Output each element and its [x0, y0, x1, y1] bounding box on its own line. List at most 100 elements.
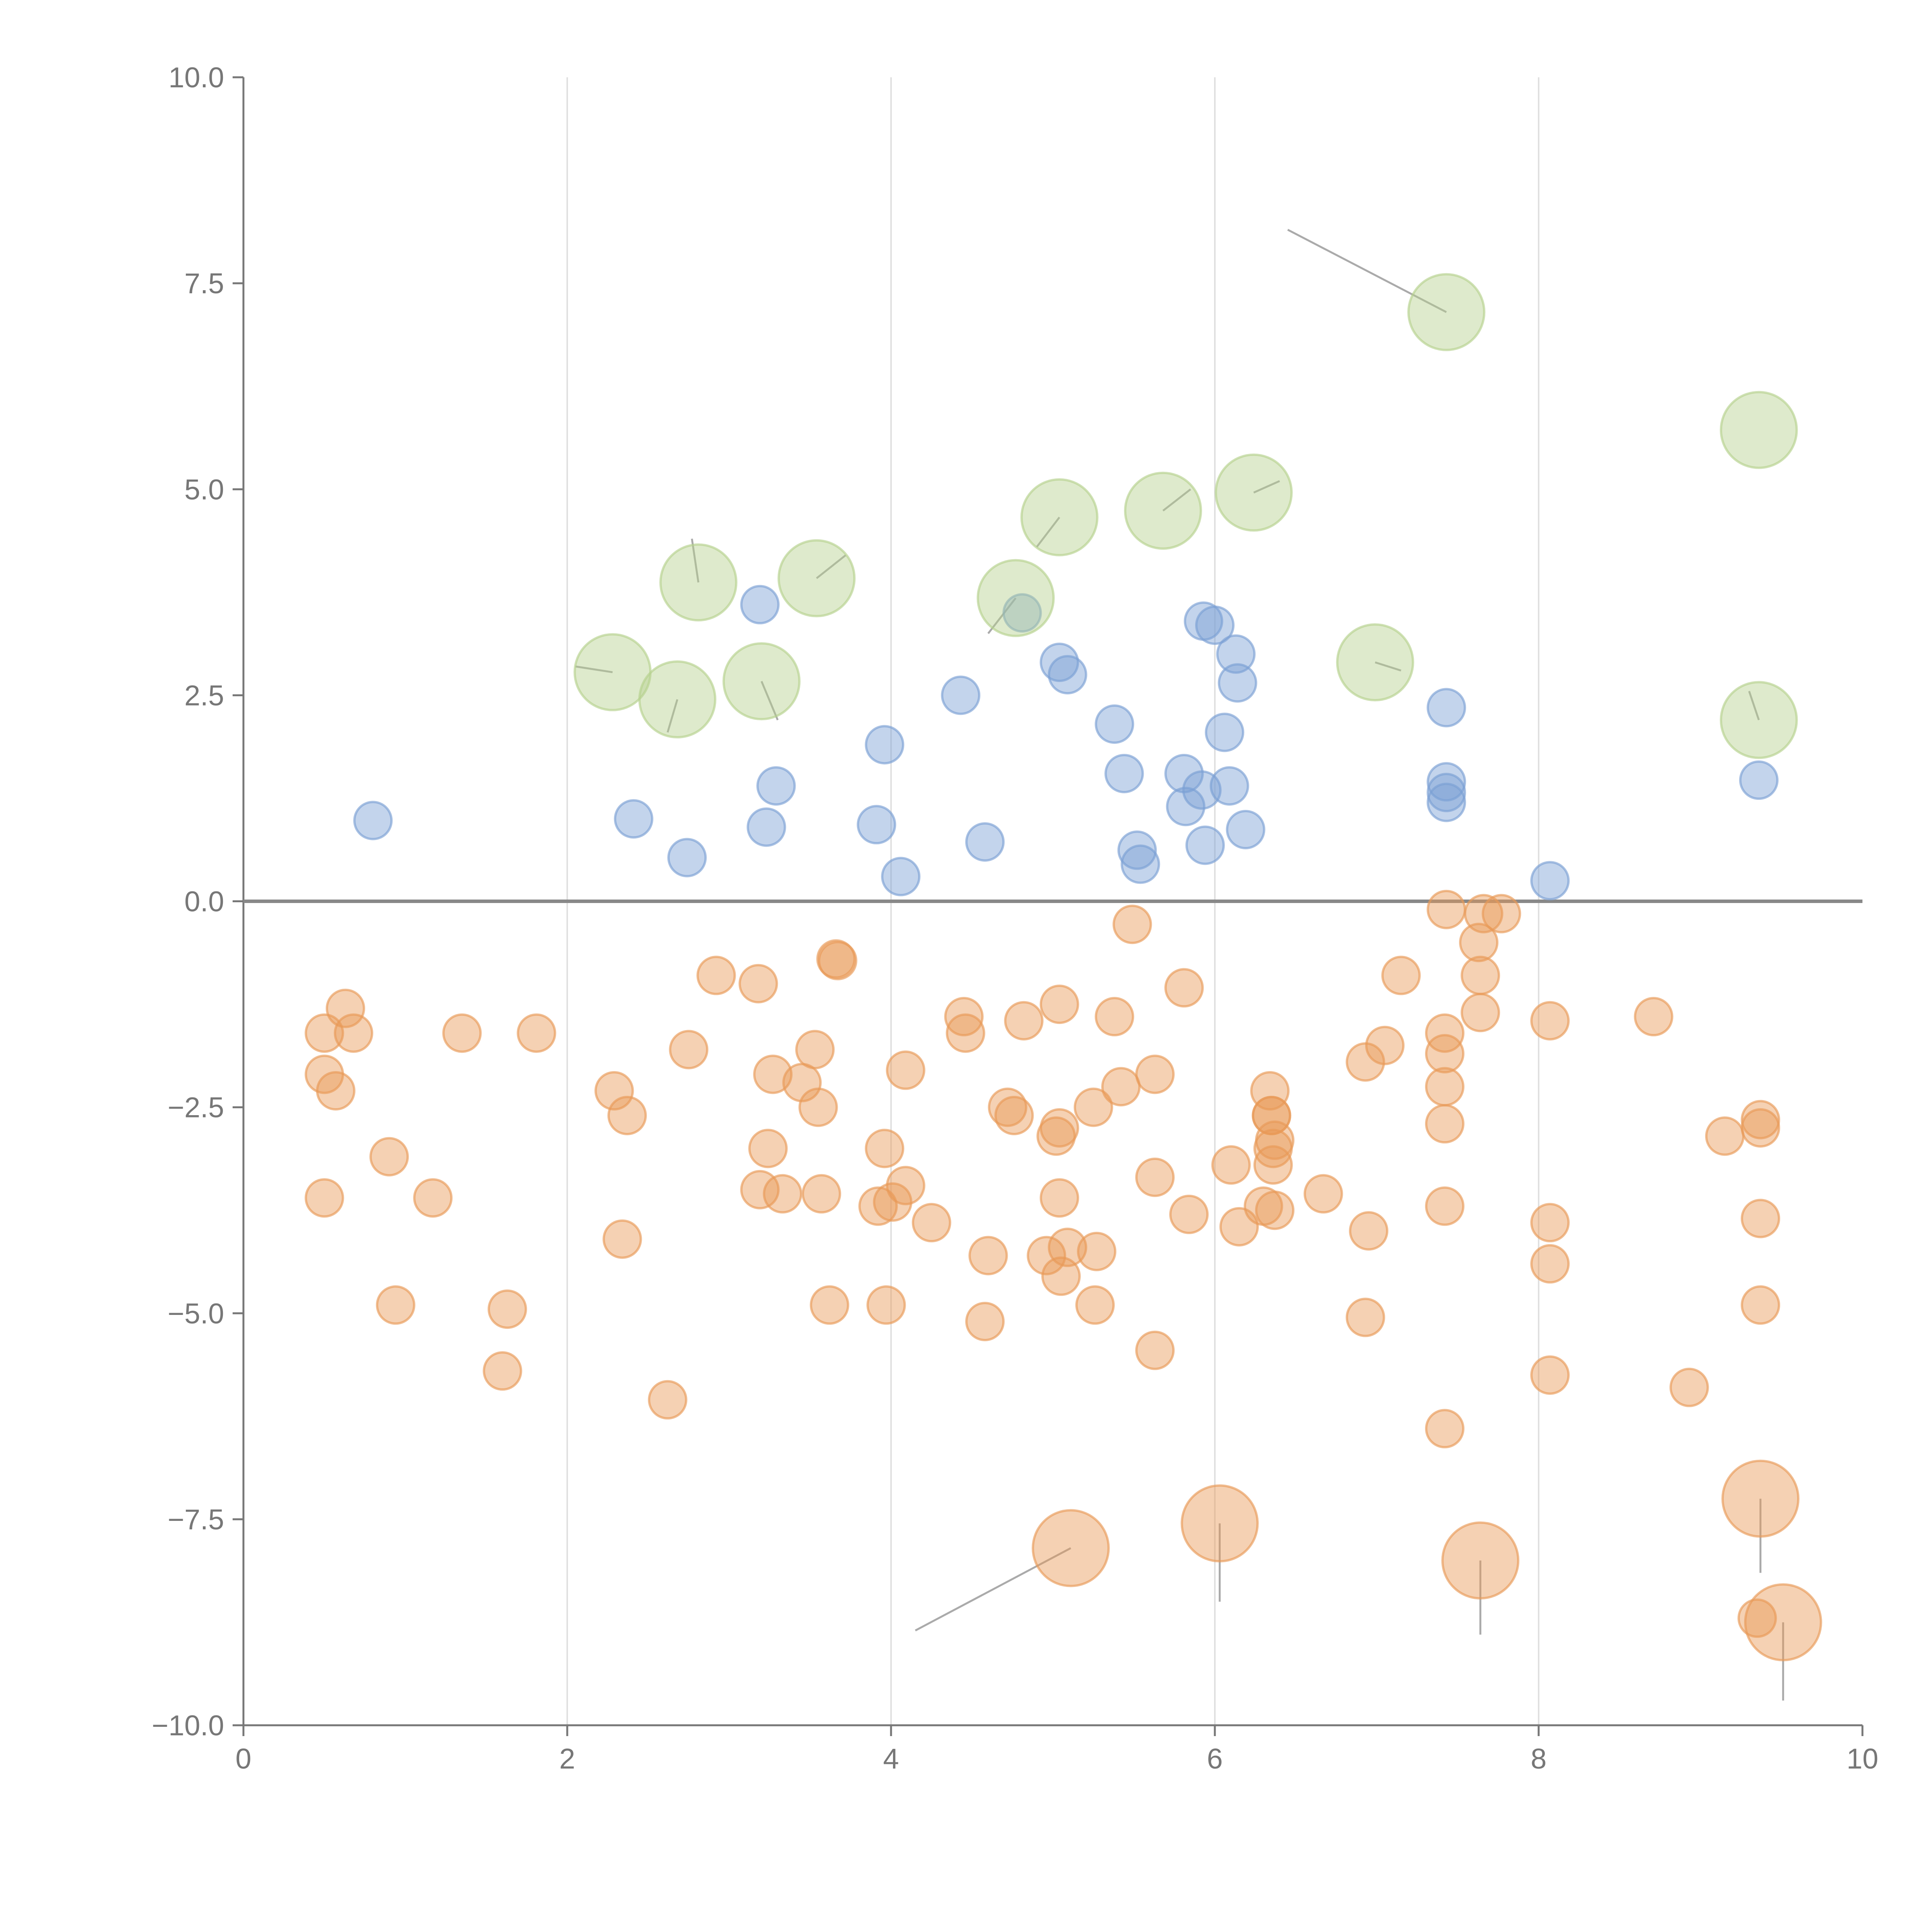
point-s0-78 — [1381, 956, 1421, 995]
point-s0-101 — [1741, 1199, 1781, 1238]
point-s3-10 — [1407, 273, 1486, 351]
point-s2-30 — [1427, 762, 1466, 802]
point-s0-26 — [798, 1087, 838, 1127]
leader-line-4 — [760, 681, 779, 721]
point-s0-84 — [1425, 1409, 1464, 1449]
point-s2-26 — [1216, 634, 1256, 674]
point-s2-3 — [740, 585, 780, 624]
point-s3-7 — [1124, 471, 1202, 550]
point-s1-3 — [1721, 1459, 1800, 1538]
point-s3-1 — [638, 660, 716, 739]
point-s2-9 — [941, 675, 981, 715]
point-s2-27 — [1218, 663, 1257, 703]
point-s0-92 — [1530, 1203, 1570, 1243]
point-s2-5 — [756, 766, 796, 806]
point-s0-102 — [1741, 1285, 1781, 1325]
x-tick-label-5: 10 — [1847, 1743, 1878, 1775]
leader-line-11 — [1748, 690, 1760, 721]
point-s0-23 — [763, 1174, 803, 1214]
point-s0-35 — [886, 1166, 925, 1206]
point-s0-22 — [753, 1054, 793, 1094]
point-s0-4 — [325, 988, 365, 1028]
point-s0-50 — [1041, 1256, 1081, 1296]
point-s0-60 — [1135, 1330, 1175, 1370]
point-s0-51 — [1048, 1228, 1087, 1267]
point-s0-73 — [1303, 1174, 1343, 1214]
point-s2-2 — [667, 838, 707, 878]
point-s0-9 — [442, 1013, 482, 1053]
point-s2-17 — [1121, 844, 1160, 884]
point-s2-15 — [1104, 753, 1144, 793]
point-s0-79 — [1425, 1013, 1464, 1053]
point-s2-24 — [1205, 713, 1245, 752]
point-s2-34 — [1739, 760, 1779, 800]
point-s1-0 — [1032, 1509, 1110, 1587]
point-s0-2 — [304, 1178, 344, 1218]
point-s0-68 — [1252, 1095, 1291, 1135]
leader-line-7 — [1036, 517, 1060, 548]
point-s0-81 — [1425, 1067, 1464, 1107]
x-tick-label-1: 2 — [559, 1743, 575, 1775]
point-s0-85 — [1427, 889, 1466, 929]
point-s0-15 — [607, 1095, 647, 1135]
y-tick-label-6: −5.0 — [168, 1298, 224, 1330]
y-tick-label-5: −2.5 — [168, 1092, 224, 1124]
point-s2-32 — [1427, 782, 1466, 822]
point-s0-30 — [818, 941, 857, 981]
point-s0-47 — [1039, 985, 1079, 1024]
point-s2-6 — [857, 805, 896, 845]
y-tick-label-8: −10.0 — [152, 1709, 224, 1742]
leader-line-1 — [575, 665, 613, 673]
point-s0-7 — [376, 1285, 415, 1325]
point-s2-25 — [1209, 766, 1249, 806]
point-s0-62 — [1169, 1194, 1209, 1234]
point-s0-57 — [1112, 905, 1152, 944]
point-s2-11 — [1002, 593, 1042, 633]
point-s3-5 — [976, 559, 1055, 637]
point-s0-3 — [316, 1071, 355, 1111]
point-s0-6 — [369, 1137, 409, 1177]
point-s0-18 — [696, 956, 736, 995]
point-s0-48 — [1039, 1108, 1079, 1148]
point-s0-53 — [1075, 1285, 1115, 1325]
point-s0-38 — [944, 997, 984, 1037]
point-s0-12 — [517, 1013, 556, 1053]
point-s0-54 — [1077, 1231, 1117, 1271]
point-s0-99 — [1741, 1100, 1781, 1139]
point-s0-87 — [1461, 956, 1500, 995]
point-s0-39 — [946, 1013, 985, 1053]
point-s0-11 — [487, 1289, 527, 1329]
leader-line-10 — [1375, 661, 1401, 672]
point-s0-16 — [648, 1380, 687, 1420]
point-s2-13 — [1048, 655, 1087, 695]
point-s2-28 — [1226, 810, 1265, 849]
point-s0-40 — [965, 1302, 1005, 1342]
point-s0-29 — [816, 939, 856, 979]
leader-line-9 — [1253, 480, 1280, 494]
point-s0-82 — [1425, 1104, 1464, 1144]
point-s0-43 — [994, 1095, 1034, 1135]
point-s0-41 — [968, 1236, 1008, 1276]
point-s2-7 — [865, 725, 905, 765]
point-s0-56 — [1101, 1067, 1141, 1107]
y-tick-label-1: 7.5 — [184, 267, 224, 299]
point-s0-21 — [748, 1129, 788, 1168]
point-s3-12 — [1719, 681, 1798, 759]
point-s0-72 — [1255, 1190, 1295, 1230]
point-s0-91 — [1530, 1001, 1570, 1041]
leader-line-8 — [1162, 488, 1191, 512]
point-s0-32 — [865, 1129, 905, 1168]
point-s0-96 — [1669, 1367, 1709, 1407]
point-s0-33 — [866, 1285, 906, 1325]
leader-line-12 — [915, 1547, 1071, 1631]
y-tick-label-4: 0.0 — [184, 886, 224, 918]
point-s0-37 — [912, 1203, 951, 1243]
point-s0-94 — [1530, 1355, 1570, 1395]
point-s0-27 — [801, 1174, 841, 1214]
point-s2-22 — [1185, 825, 1225, 865]
point-s1-2 — [1441, 1521, 1520, 1600]
point-s0-90 — [1481, 894, 1521, 934]
point-s0-75 — [1345, 1298, 1385, 1337]
point-s0-36 — [886, 1050, 925, 1090]
